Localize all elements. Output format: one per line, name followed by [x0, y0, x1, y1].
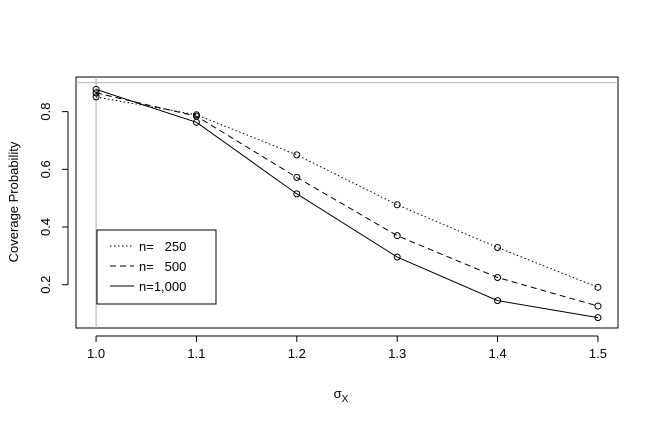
y-axis: 0.2 0.4 0.6 0.8 [38, 103, 69, 294]
data-point [594, 302, 602, 310]
legend-label: n=1,000 [139, 279, 186, 294]
data-point [92, 93, 100, 101]
data-point [293, 151, 301, 159]
legend-label: n= 250 [139, 239, 186, 254]
data-point [393, 201, 401, 209]
legend: n= 250 n= 500 n=1,000 [96, 229, 217, 305]
y-tick-label: 0.8 [38, 103, 53, 121]
y-tick-label: 0.6 [38, 160, 53, 178]
data-point [494, 244, 502, 252]
x-tick-label: 1.1 [187, 346, 205, 361]
series-line [95, 92, 599, 307]
x-tick-label: 1.5 [589, 346, 607, 361]
data-point [594, 283, 602, 291]
data-point [192, 118, 200, 126]
x-axis-title: σX [334, 386, 349, 405]
legend-label: n= 500 [139, 259, 186, 274]
y-tick-label: 0.4 [38, 218, 53, 236]
x-tick-label: 1.0 [87, 346, 105, 361]
data-point [594, 314, 602, 322]
plot-frame [75, 76, 619, 329]
legend-box [96, 229, 217, 305]
x-axis: 1.0 1.1 1.2 1.3 1.4 1.5 [87, 335, 607, 361]
data-point [293, 190, 301, 198]
x-tick-label: 1.2 [288, 346, 306, 361]
data-point [494, 297, 502, 305]
y-axis-title: Coverage Probability [6, 141, 21, 262]
data-point [494, 274, 502, 282]
reference-lines [76, 77, 618, 328]
data-point [393, 253, 401, 261]
x-tick-label: 1.4 [489, 346, 507, 361]
series-line [95, 96, 599, 288]
series-layer [92, 85, 602, 322]
x-tick-label: 1.3 [388, 346, 406, 361]
series-solid [92, 85, 602, 322]
y-tick-label: 0.2 [38, 276, 53, 294]
data-point [393, 232, 401, 240]
data-point [293, 173, 301, 181]
series-line [95, 88, 599, 319]
data-point [92, 85, 100, 93]
